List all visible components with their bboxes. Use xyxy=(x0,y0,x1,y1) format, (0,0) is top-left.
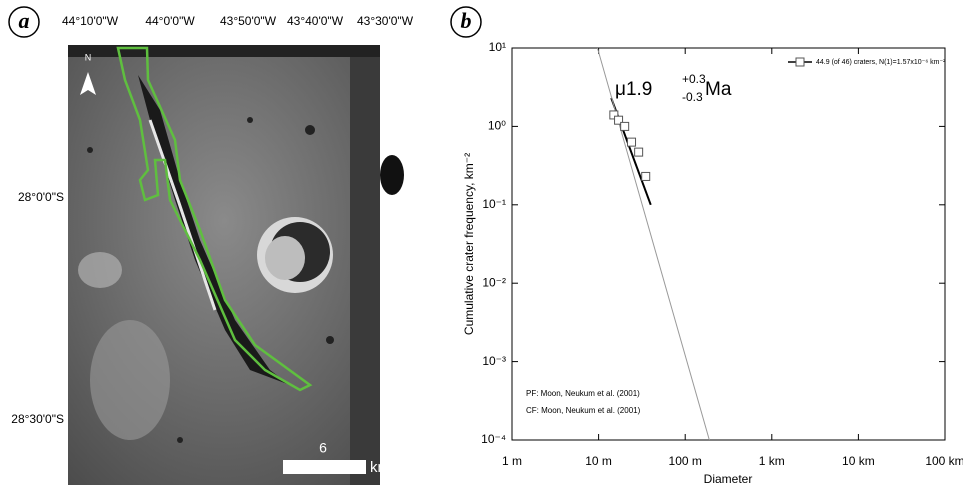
legend-label: 44.9 (of 46) craters, N(1)=1.57x10⁻⁶ km⁻… xyxy=(816,59,946,66)
scale-unit: km xyxy=(370,459,390,476)
lat-label: 28°30'0"S xyxy=(11,412,64,426)
x-tick-label: 10 m xyxy=(585,454,612,468)
plot-frame xyxy=(512,48,945,440)
panel-label: b xyxy=(461,8,472,33)
point xyxy=(642,172,650,180)
lon-label: 43°30'0"W xyxy=(357,14,414,28)
x-tick-label: 100 km xyxy=(925,454,963,468)
lon-label: 43°50'0"W xyxy=(220,14,277,28)
x-tick-label: 1 km xyxy=(759,454,785,468)
legend-marker xyxy=(796,58,804,66)
panel-label: a xyxy=(19,8,30,33)
point xyxy=(621,122,629,130)
y-axis-label: Cumulative crater frequency, km⁻² xyxy=(462,153,476,335)
north-label: N xyxy=(85,52,92,62)
point xyxy=(628,138,636,146)
note: CF: Moon, Neukum et al. (2001) xyxy=(526,406,641,415)
fit-line xyxy=(597,48,709,440)
x-axis-label: Diameter xyxy=(704,472,753,486)
x-tick-label: 1 m xyxy=(502,454,522,468)
y-tick-label: 10⁰ xyxy=(488,119,506,133)
x-tick-label: 100 m xyxy=(669,454,702,468)
y-tick-label: 10⁻² xyxy=(482,275,506,289)
scale-value: 6 xyxy=(319,440,327,456)
age-label: μ1.9 xyxy=(615,79,652,100)
age-upper: +0.3 xyxy=(682,72,706,86)
y-tick-label: 10⁻¹ xyxy=(482,197,506,211)
note: PF: Moon, Neukum et al. (2001) xyxy=(526,389,640,398)
lon-label: 44°0'0"W xyxy=(145,14,195,28)
scale-bar xyxy=(283,460,366,474)
age-lower: -0.3 xyxy=(682,90,703,104)
lon-label: 44°10'0"W xyxy=(62,14,119,28)
lat-label: 28°0'0"S xyxy=(18,190,64,204)
y-tick-label: 10¹ xyxy=(489,40,506,54)
age-value: μ1.9 xyxy=(615,79,652,100)
figure: a 44°10'0"W 44°0'0"W 43°50'0"W 43°40'0"W… xyxy=(0,0,963,489)
lon-label: 43°40'0"W xyxy=(287,14,344,28)
y-tick-label: 10⁻³ xyxy=(482,354,506,368)
point xyxy=(635,148,643,156)
map-image xyxy=(68,45,404,485)
x-tick-label: 10 km xyxy=(842,454,875,468)
age-unit: Ma xyxy=(705,79,732,100)
y-tick-label: 10⁻⁴ xyxy=(481,432,506,446)
